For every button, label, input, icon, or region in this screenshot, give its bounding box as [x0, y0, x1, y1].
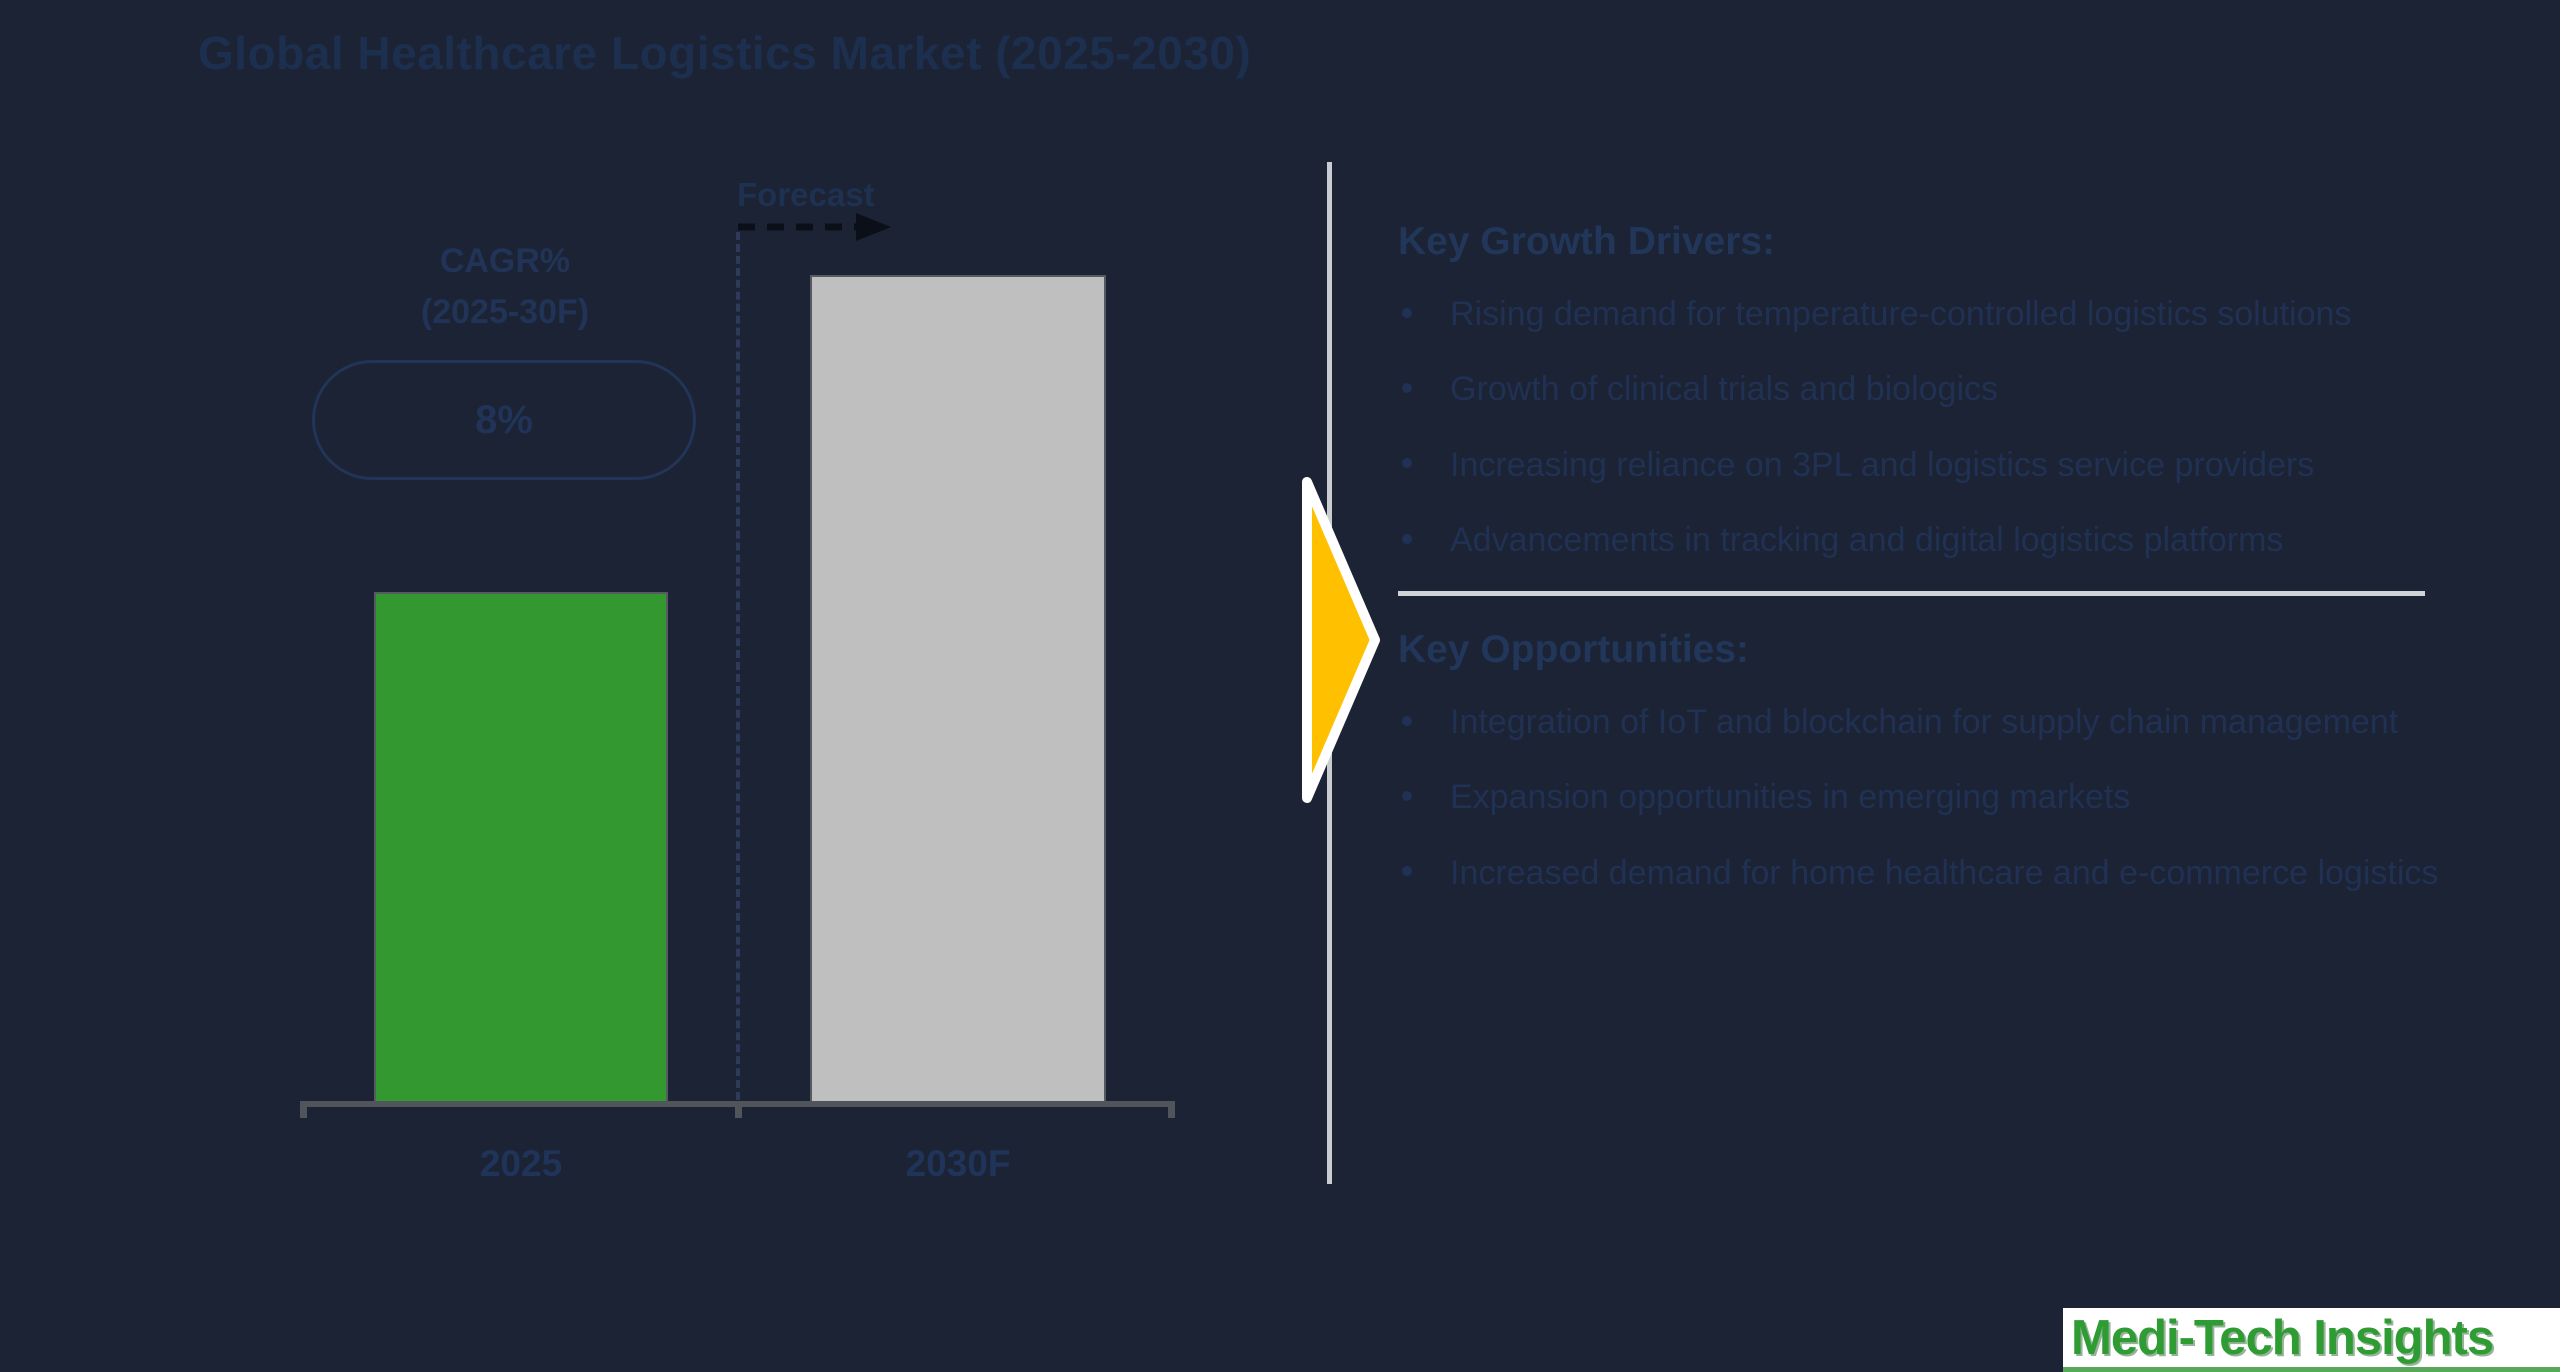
logo: Medi-Tech Insights: [2063, 1308, 2560, 1372]
x-axis-tick: [735, 1101, 742, 1118]
x-axis-label-2030F: 2030F: [905, 1143, 1011, 1184]
gold-arrow-icon: [1302, 477, 1380, 803]
cagr-value: 8%: [475, 397, 533, 442]
x-axis-tick: [1168, 1101, 1175, 1118]
growth-driver-item: Growth of clinical trials and biologics: [1398, 365, 2442, 414]
cagr-label-line1: CAGR%: [439, 242, 571, 280]
opportunity-item: Increased demand for home healthcare and…: [1398, 849, 2442, 898]
growth-driver-item: Rising demand for temperature-controlled…: [1398, 290, 2442, 339]
cagr-value-pill: 8%: [312, 360, 696, 480]
opportunity-item: Integration of IoT and blockchain for su…: [1398, 698, 2442, 747]
x-axis-label-2025: 2025: [479, 1143, 563, 1184]
cagr-label: CAGR% (2025-30F): [305, 236, 705, 338]
opportunities-list: Integration of IoT and blockchain for su…: [1398, 698, 2442, 898]
logo-text: Medi-Tech Insights: [2071, 1310, 2494, 1365]
bar-2030F: [810, 275, 1106, 1103]
slide-title: Global Healthcare Logistics Market (2025…: [198, 27, 1252, 79]
forecast-arrow-icon: [738, 213, 891, 241]
cagr-label-line2: (2025-30F): [420, 293, 590, 331]
forecast-boundary-dashed-line: [736, 232, 740, 1100]
growth-driver-item: Advancements in tracking and digital log…: [1398, 516, 2442, 565]
right-panel: Key Growth Drivers: Rising demand for te…: [1398, 220, 2442, 924]
growth-drivers-list: Rising demand for temperature-controlled…: [1398, 290, 2442, 565]
x-axis-tick: [300, 1101, 307, 1118]
growth-driver-item: Increasing reliance on 3PL and logistics…: [1398, 441, 2442, 490]
growth-drivers-heading: Key Growth Drivers:: [1398, 220, 1776, 263]
forecast-label: Forecast: [737, 176, 875, 213]
opportunity-item: Expansion opportunities in emerging mark…: [1398, 773, 2442, 822]
section-divider-line: [1398, 591, 2425, 597]
bar-2025: [374, 592, 668, 1103]
opportunities-heading: Key Opportunities:: [1398, 628, 1750, 672]
